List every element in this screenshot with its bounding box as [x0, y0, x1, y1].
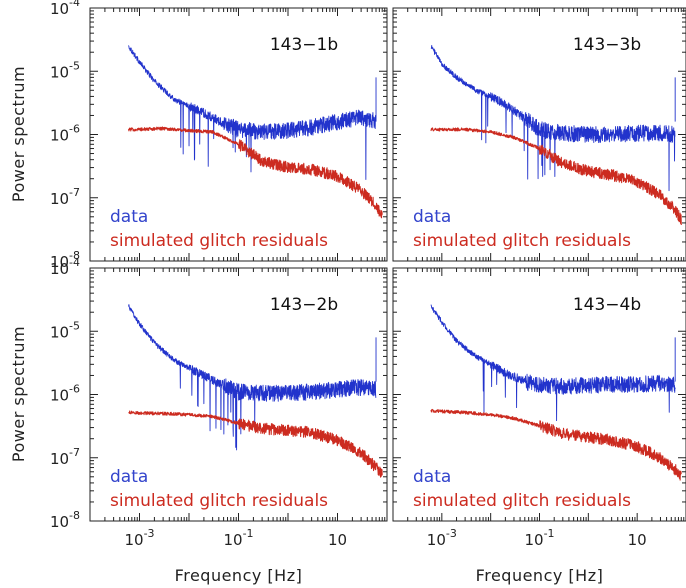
x-axis-label: Frequency [Hz]	[175, 566, 303, 585]
series-group	[430, 44, 682, 226]
series-group	[128, 304, 383, 478]
ticks	[392, 7, 686, 262]
x-tick-label: 10	[628, 531, 647, 549]
x-axis-label: Frequency [Hz]	[476, 566, 604, 585]
y-tick-label: 10-6	[50, 383, 80, 405]
data-series-line	[128, 304, 377, 451]
ticks	[89, 267, 388, 522]
data-series-line	[430, 44, 676, 192]
y-tick-label: 10-7	[50, 446, 80, 468]
legend-data-label: data	[110, 467, 148, 487]
legend-data-label: data	[110, 207, 148, 227]
x-tick-label: 10-1	[223, 527, 253, 549]
y-tick-label: 10-4	[50, 0, 80, 18]
legend-data-label: data	[413, 207, 451, 227]
panels: 10-8 10-7 10-6 10-5 10-4 143−1b data simulated …	[50, 0, 686, 549]
legend-simulated-label: simulated glitch residuals	[110, 491, 328, 511]
panel-title: 143−3b	[573, 35, 641, 55]
x-tick-label: 10	[328, 531, 347, 549]
panel-title: 143−1b	[270, 35, 338, 55]
y-axis-label: Power spectrum	[9, 326, 28, 462]
y-axis-label: Power spectrum	[9, 66, 28, 202]
y-tick-label: 10-4	[50, 256, 80, 278]
y-tick-label: 10-5	[50, 319, 80, 341]
panel-2: 143−3b data simulated glitch residuals	[392, 7, 686, 262]
x-tick-label: 10-3	[124, 527, 154, 549]
panel-title: 143−2b	[270, 295, 338, 315]
y-tick-label: 10-7	[50, 186, 80, 208]
x-axis-titles: Frequency [Hz] Frequency [Hz]	[175, 566, 604, 585]
y-tick-label: 10-8	[50, 509, 80, 531]
simulated-residuals-line	[127, 126, 383, 219]
y-tick-label: 10-6	[50, 123, 80, 145]
simulated-residuals-line	[128, 410, 383, 478]
data-series-line	[430, 304, 676, 422]
series-group	[430, 304, 682, 481]
y-axis-titles: Power spectrum Power spectrum	[9, 66, 28, 462]
ticks	[89, 7, 388, 262]
panel-title: 143−4b	[573, 295, 641, 315]
x-tick-label: 10-1	[524, 527, 554, 549]
y-tick-label: 10-5	[50, 59, 80, 81]
simulated-residuals-line	[430, 127, 682, 226]
ticks	[392, 267, 686, 522]
legend-data-label: data	[413, 467, 451, 487]
series-group	[127, 45, 383, 219]
data-series-line	[128, 45, 377, 180]
panel-4: 10-3 10-1 10 143−4b data simulated glitch res…	[392, 267, 686, 549]
panel-3: 10-8 10-7 10-6 10-5 10-4 10-3 10-1 10 143−2b data…	[50, 256, 388, 549]
legend-simulated-label: simulated glitch residuals	[110, 231, 328, 251]
y-tick-label: 10-8	[50, 249, 80, 271]
legend-simulated-label: simulated glitch residuals	[413, 231, 631, 251]
legend-simulated-label: simulated glitch residuals	[413, 491, 631, 511]
x-tick-label: 10-3	[427, 527, 457, 549]
simulated-residuals-line	[430, 408, 682, 481]
panel-1: 10-8 10-7 10-6 10-5 10-4 143−1b data simulated …	[50, 0, 388, 271]
